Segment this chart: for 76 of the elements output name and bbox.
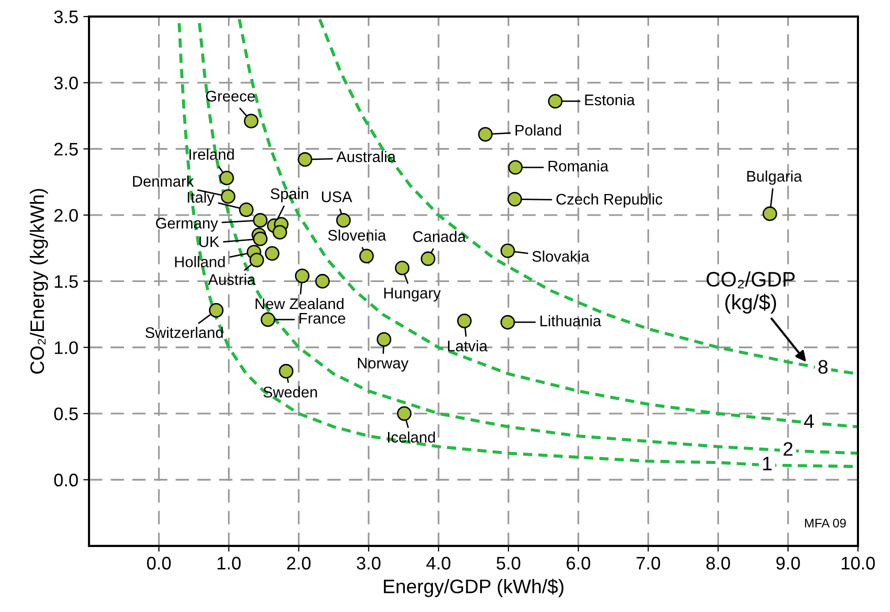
point — [548, 94, 563, 109]
series-label: 8 — [818, 360, 828, 374]
annotation: CO₂/GDP (kg/$) — [706, 271, 795, 314]
annotation: Canada — [413, 230, 466, 242]
x-tick-label: 2.0 — [287, 556, 311, 570]
point — [220, 189, 236, 204]
x-tick-label: 8.0 — [706, 556, 730, 570]
point — [219, 170, 234, 186]
x-tick-label: 10.0 — [842, 556, 875, 570]
annotation: Lithuania — [540, 315, 602, 326]
point — [208, 303, 224, 318]
x-tick-label: 6.0 — [566, 556, 590, 570]
x-tick-label: 3.0 — [356, 556, 380, 570]
point — [394, 260, 410, 276]
annotation: UK — [199, 236, 220, 248]
annotation: USA — [322, 191, 352, 202]
annotation: Norway — [358, 358, 408, 372]
y-tick-label: 2.0 — [54, 208, 78, 222]
y-tick-label: 1.5 — [54, 275, 78, 288]
annotation: Iceland — [388, 431, 435, 443]
y-tick-label: 0.5 — [54, 407, 78, 420]
x-tick-label: 0.0 — [147, 556, 171, 570]
point — [294, 268, 310, 284]
y-tick-label: 3.5 — [54, 10, 78, 24]
point — [315, 274, 330, 288]
annotation: Italy — [188, 192, 214, 206]
y-tick-label: 1.0 — [54, 341, 78, 354]
point — [457, 314, 472, 328]
point — [244, 114, 258, 128]
point — [396, 406, 412, 421]
point — [420, 251, 436, 266]
point — [359, 248, 374, 264]
x-tick-label: 4.0 — [426, 556, 450, 570]
x-tick-label: 7.0 — [636, 556, 660, 570]
annotation: Poland — [516, 124, 561, 136]
point — [478, 127, 493, 142]
annotation: Ireland — [189, 148, 234, 160]
annotation: Latvia — [448, 340, 488, 352]
point — [500, 314, 516, 330]
point — [762, 206, 778, 221]
point — [249, 252, 264, 268]
point — [264, 246, 280, 261]
point — [508, 160, 523, 175]
point — [239, 202, 254, 218]
x-tick-label: 9.0 — [776, 556, 800, 570]
y-tick-label: 3.0 — [54, 76, 78, 90]
annotation: Switzerland — [145, 326, 223, 338]
point — [278, 364, 294, 378]
x-axis-title: Energy/GDP (kWh/$) — [384, 578, 564, 598]
point — [260, 312, 276, 327]
annotation: Romania — [548, 160, 608, 172]
annotation: Czech Republic — [556, 193, 662, 208]
annotation: Bulgaria — [747, 170, 802, 185]
y-tick-label: 2.5 — [54, 142, 78, 156]
annotation: MFA 09 — [805, 518, 846, 528]
annotation: Hungary — [384, 288, 441, 302]
annotation: Slovenia — [328, 230, 386, 241]
point — [507, 192, 522, 206]
annotation: Estonia — [585, 94, 635, 106]
y-tick-label: 0.0 — [54, 474, 78, 486]
point — [500, 243, 516, 258]
annotation: Greece — [206, 90, 255, 102]
point — [252, 213, 268, 228]
annotation: Holland — [175, 256, 225, 268]
point — [298, 152, 312, 167]
annotation: New Zealand — [256, 298, 344, 310]
point — [376, 332, 392, 347]
annotation: France — [300, 313, 346, 324]
point — [272, 224, 288, 240]
point — [252, 232, 268, 246]
x-tick-label: 5.0 — [496, 556, 520, 570]
point — [336, 213, 351, 228]
annotation: Slovakia — [532, 250, 590, 262]
y-axis-title: CO₂/Energy (kg/kWh) — [30, 188, 48, 374]
x-tick-label: 1.0 — [218, 556, 241, 570]
annotation: Spain — [270, 188, 308, 202]
